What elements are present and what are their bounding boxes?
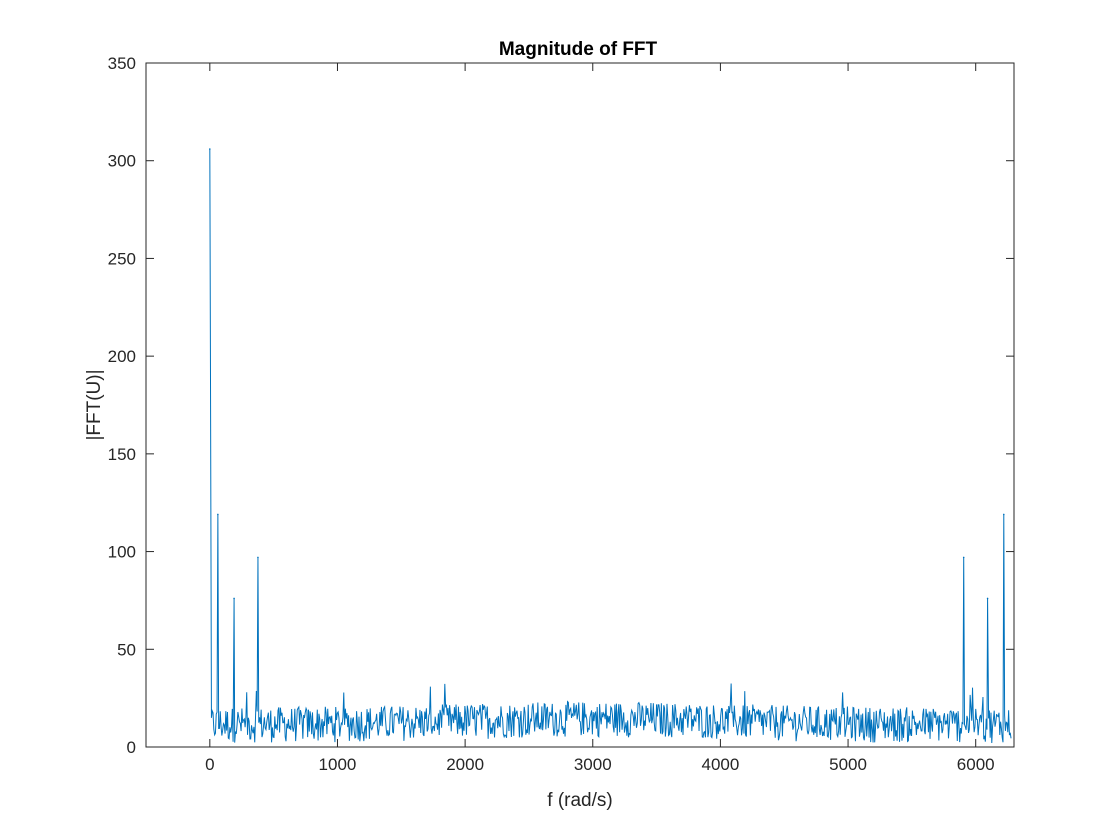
y-axis-label: |FFT(U)| — [84, 369, 105, 440]
y-tick-label: 200 — [108, 347, 136, 366]
y-tick-label: 350 — [108, 54, 136, 73]
spectral-peak-point — [962, 556, 965, 559]
fft-magnitude-line — [209, 148, 1012, 743]
x-tick-label: 3000 — [574, 755, 612, 774]
x-tick-label: 1000 — [319, 755, 357, 774]
chart-title: Magnitude of FFT — [499, 39, 658, 60]
plot-area — [145, 62, 1015, 748]
spectral-peak-point — [986, 597, 989, 600]
y-tick-label: 0 — [127, 738, 136, 757]
y-tick-label: 150 — [108, 445, 136, 464]
spectral-peak-point — [1002, 513, 1005, 516]
axes — [145, 62, 1015, 748]
x-tick-label: 5000 — [829, 755, 867, 774]
spectral-peak-point — [233, 597, 235, 600]
spectral-peak-point — [209, 148, 211, 150]
x-axis: 0 1000 2000 3000 4000 5000 6000 — [205, 63, 995, 774]
y-tick-label: 50 — [117, 640, 136, 659]
x-tick-label: 2000 — [446, 755, 484, 774]
spectral-peak-point — [217, 513, 219, 516]
y-tick-label: 250 — [108, 249, 136, 268]
y-axis: 0 50 100 150 200 250 300 350 — [108, 54, 1014, 757]
series-layer — [209, 148, 1012, 743]
x-tick-label: 4000 — [701, 755, 739, 774]
x-axis-label: f (rad/s) — [547, 790, 612, 811]
x-tick-label: 6000 — [957, 755, 995, 774]
spectral-peak-point — [257, 556, 259, 559]
y-tick-label: 300 — [108, 152, 136, 171]
y-tick-label: 100 — [108, 543, 136, 562]
x-tick-label: 0 — [205, 755, 214, 774]
